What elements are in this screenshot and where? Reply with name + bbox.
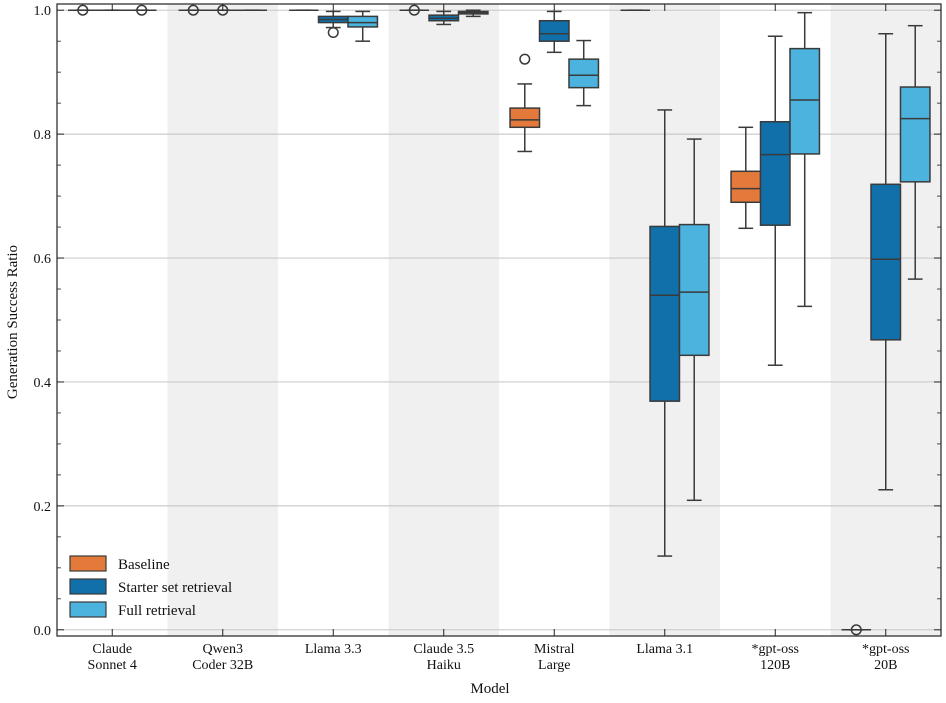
category-band	[167, 4, 278, 636]
legend-swatch	[69, 555, 107, 572]
x-tick-label: *gpt-oss	[862, 642, 909, 657]
outlier-point	[187, 4, 199, 16]
axis-ticks	[57, 4, 941, 636]
category-bands	[167, 4, 941, 636]
y-tick-labels: 0.0 0.2 0.4 0.6 0.8 1.0	[34, 4, 52, 639]
y-tick-label: 0.2	[34, 500, 52, 515]
outlier-point	[327, 26, 339, 39]
y-tick-label: 1.0	[34, 4, 52, 19]
y-tick-label: 0.0	[34, 624, 52, 639]
outlier-point	[136, 4, 148, 16]
outlier-point	[850, 624, 862, 636]
legend-swatch	[69, 601, 107, 618]
category-band	[388, 4, 499, 636]
series-group	[68, 4, 872, 636]
box	[899, 86, 931, 183]
x-tick-label: *gpt-oss	[752, 642, 799, 657]
box	[759, 120, 791, 226]
series-group	[97, 4, 902, 557]
x-tick-label: Claude	[92, 642, 132, 657]
box-series	[68, 4, 931, 636]
y-axis-label: Generation Success Ratio	[5, 245, 21, 399]
x-tick-label: 20B	[874, 658, 897, 673]
y-tick-label: 0.4	[34, 376, 52, 391]
series-group	[126, 4, 931, 502]
x-tick-label: Llama 3.3	[305, 642, 362, 657]
box	[789, 47, 821, 155]
box	[678, 223, 710, 357]
box	[509, 107, 541, 129]
legend-swatch	[69, 578, 107, 595]
legend: Baseline Starter set retrieval Full retrie…	[69, 555, 232, 619]
x-tick-label: Mistral	[534, 642, 575, 657]
x-tick-label: Claude 3.5	[413, 642, 474, 657]
x-tick-label: Large	[538, 658, 570, 673]
box	[347, 15, 379, 28]
legend-label: Full retrieval	[118, 603, 196, 619]
box	[568, 58, 600, 89]
legend-label: Baseline	[118, 557, 170, 573]
outlier-point	[77, 4, 89, 16]
legend-label: Starter set retrieval	[118, 580, 232, 596]
box	[870, 183, 902, 341]
x-tick-label: Haiku	[427, 658, 461, 673]
x-axis-label: Model	[470, 681, 509, 697]
x-tick-label: Coder 32B	[192, 658, 253, 673]
box	[538, 19, 570, 42]
y-tick-label: 0.8	[34, 128, 52, 143]
box	[649, 225, 681, 402]
y-tick-label: 0.6	[34, 252, 52, 267]
outlier-point	[408, 4, 420, 16]
box	[730, 170, 762, 204]
x-tick-label: 120B	[760, 658, 790, 673]
x-tick-label: Llama 3.1	[636, 642, 693, 657]
outlier-point	[519, 53, 531, 65]
x-tick-label: Qwen3	[203, 642, 243, 657]
x-tick-label: Sonnet 4	[88, 658, 137, 673]
